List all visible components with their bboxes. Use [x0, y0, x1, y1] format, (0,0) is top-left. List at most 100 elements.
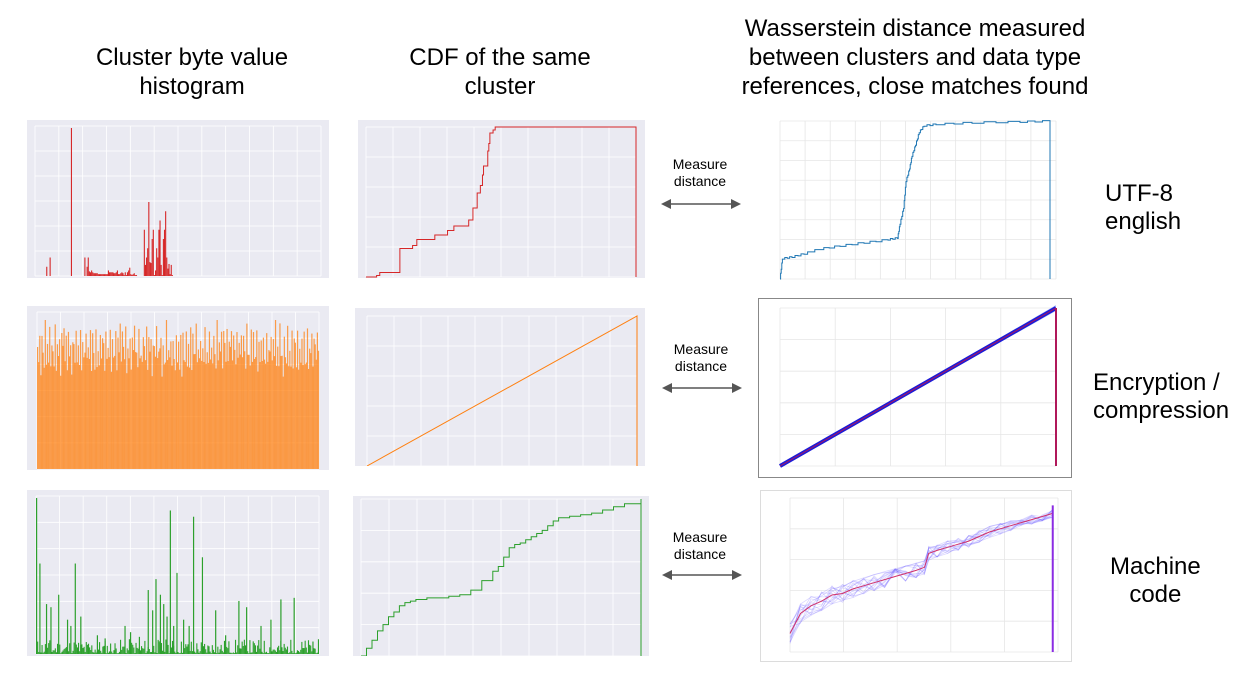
histogram-bar	[250, 329, 252, 469]
histogram-bar	[139, 358, 141, 469]
histogram-bar	[116, 370, 118, 469]
reference-cdf-trace	[789, 514, 1053, 625]
histogram-bar	[206, 352, 208, 469]
histogram-bar	[104, 370, 106, 469]
histogram-bar	[91, 645, 93, 654]
histogram-bar	[109, 329, 111, 469]
histogram-bar	[129, 632, 132, 654]
histogram-bar	[125, 275, 127, 276]
histogram-bar	[96, 367, 98, 469]
histogram-bar	[274, 650, 276, 654]
histogram-bar	[195, 323, 197, 469]
histogram-bar	[69, 643, 71, 654]
histogram-bar	[276, 647, 279, 654]
histogram-bar	[307, 640, 310, 654]
histogram-bar	[268, 350, 270, 469]
histogram-bar	[190, 327, 192, 469]
histogram-bar	[118, 352, 120, 469]
histogram-bar	[128, 270, 130, 276]
histogram-bar	[64, 648, 66, 654]
histogram-bar	[270, 619, 272, 654]
histogram-bar	[220, 331, 223, 469]
histogram-bar	[132, 274, 134, 276]
reference-cdf-trace	[789, 511, 1053, 638]
cdf-utf8	[358, 120, 645, 278]
histogram-bar	[153, 275, 155, 276]
histogram-bar	[172, 341, 174, 469]
histogram-bar	[40, 652, 42, 654]
histogram-bar	[132, 644, 134, 654]
histogram-bar	[209, 359, 212, 469]
histogram-bar	[70, 345, 72, 469]
histogram-bar	[78, 642, 80, 654]
histogram-bar	[288, 653, 290, 654]
histogram-bar	[174, 370, 176, 469]
histogram-bar	[244, 351, 246, 469]
histogram-bar	[175, 335, 177, 469]
histogram-bar	[260, 625, 262, 654]
histogram-bar	[241, 641, 243, 654]
histogram-bar	[194, 651, 196, 654]
histogram-bar	[271, 360, 273, 469]
histogram-bar	[228, 641, 230, 654]
histogram-bar	[109, 272, 111, 276]
histogram-bar	[214, 354, 216, 469]
histogram-bar	[107, 270, 110, 276]
histogram-bar	[309, 348, 311, 469]
histogram-bar	[162, 650, 164, 654]
histogram-bar	[154, 652, 156, 654]
histogram-bar	[171, 365, 173, 469]
histogram-bar	[49, 326, 51, 469]
histogram-bar	[131, 275, 133, 276]
histogram-bar	[221, 650, 223, 654]
histogram-bar	[84, 651, 86, 654]
histogram-bar	[96, 273, 98, 276]
histogram-bar	[62, 650, 64, 654]
histogram-bar	[236, 652, 238, 654]
histogram-bar	[249, 365, 251, 469]
histogram-bar	[197, 649, 199, 654]
histogram-bar	[104, 274, 106, 276]
histogram-bar	[130, 274, 132, 276]
histogram-bar	[247, 651, 249, 654]
histogram-bar	[133, 647, 135, 654]
histogram-bar	[309, 644, 311, 654]
histogram-bar	[304, 364, 306, 469]
histogram-bar	[105, 653, 107, 654]
histogram-bar	[273, 356, 276, 469]
histogram-bar	[113, 650, 115, 654]
histogram-bar	[133, 325, 136, 469]
header-cdf: CDF of the same cluster	[409, 44, 591, 100]
histogram-bar	[197, 349, 200, 469]
reference-machine-code	[760, 490, 1072, 662]
histogram-bar	[266, 333, 268, 469]
histogram-bar	[191, 370, 193, 469]
cdf-machine-code-chart	[360, 498, 642, 656]
histogram-bar	[231, 360, 234, 469]
histogram-bar	[118, 651, 121, 654]
histogram-bar	[166, 616, 168, 654]
histogram-bar	[136, 352, 138, 469]
histogram-bar	[305, 362, 307, 469]
histogram-bar	[205, 649, 207, 654]
histogram-bar	[98, 365, 100, 469]
histogram-bar	[229, 346, 231, 469]
histogram-bar	[54, 648, 56, 654]
histogram-bar	[100, 274, 102, 276]
histogram-bar	[148, 649, 150, 654]
measure-distance-label-3: Measure distance	[672, 529, 728, 562]
histogram-bar	[299, 652, 301, 654]
histogram-bar	[294, 342, 296, 469]
histogram-bar	[105, 331, 107, 469]
histogram-bar	[75, 330, 77, 469]
histogram-bar	[310, 645, 312, 654]
histogram-bar	[255, 357, 257, 469]
histogram-bar	[279, 323, 281, 469]
histogram-bar	[94, 649, 96, 654]
histogram-bar	[198, 358, 201, 469]
histogram-bar	[58, 594, 60, 654]
histogram-bar	[92, 333, 94, 469]
histogram-bar	[227, 361, 229, 469]
histogram-bar	[238, 342, 240, 469]
histogram-bar	[167, 268, 169, 276]
